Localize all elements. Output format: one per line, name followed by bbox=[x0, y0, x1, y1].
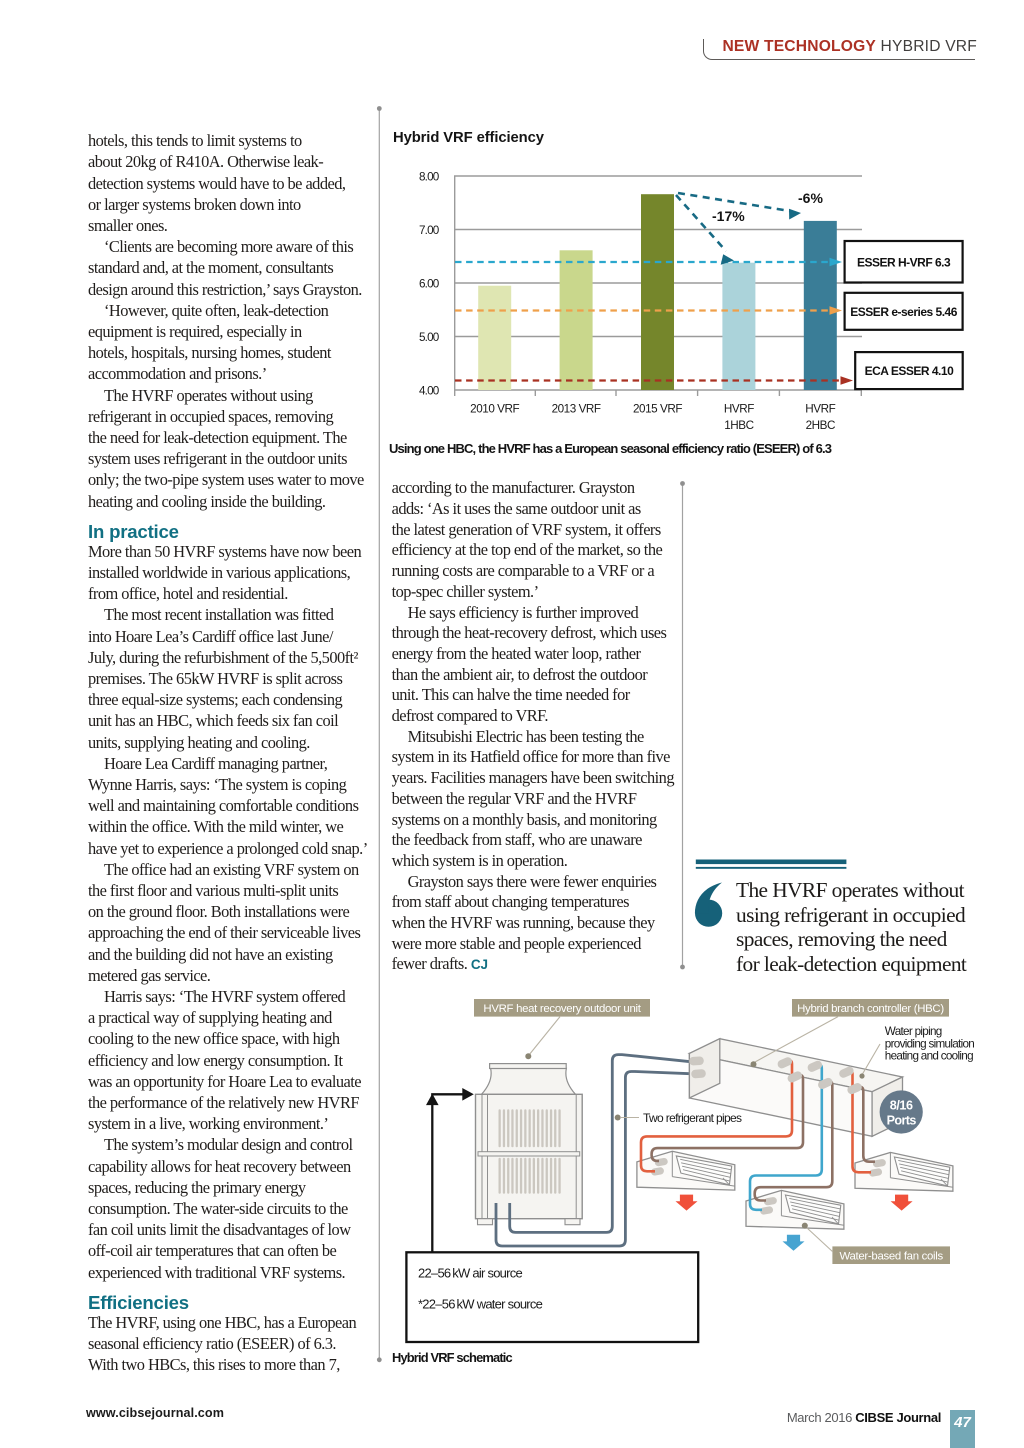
svg-text:heating and cooling: heating and cooling bbox=[885, 1050, 973, 1063]
svg-text:-6%: -6% bbox=[798, 190, 823, 206]
svg-text:ECA ESSER 4.10: ECA ESSER 4.10 bbox=[865, 364, 954, 378]
svg-text:2015 VRF: 2015 VRF bbox=[633, 403, 682, 416]
svg-text:5.00: 5.00 bbox=[419, 331, 440, 344]
svg-text:2HBC: 2HBC bbox=[806, 419, 835, 432]
svg-text:8/16: 8/16 bbox=[890, 1099, 913, 1113]
svg-text:22–56 kW air source: 22–56 kW air source bbox=[418, 1266, 522, 1281]
svg-text:2010 VRF: 2010 VRF bbox=[470, 403, 519, 416]
svg-text:Water-based fan coils: Water-based fan coils bbox=[839, 1250, 943, 1262]
svg-text:Ports: Ports bbox=[887, 1114, 917, 1128]
svg-text:Water piping: Water piping bbox=[885, 1025, 942, 1038]
svg-text:4.00: 4.00 bbox=[419, 384, 440, 397]
svg-text:*22–56 kW water source: *22–56 kW water source bbox=[418, 1297, 543, 1312]
svg-text:2013 VRF: 2013 VRF bbox=[552, 403, 601, 416]
svg-text:-17%: -17% bbox=[712, 208, 745, 224]
svg-text:6.00: 6.00 bbox=[419, 277, 440, 290]
svg-text:7.00: 7.00 bbox=[419, 224, 440, 237]
svg-text:1HBC: 1HBC bbox=[724, 419, 753, 432]
svg-text:providing simulation: providing simulation bbox=[885, 1037, 974, 1050]
svg-text:HVRF: HVRF bbox=[724, 403, 754, 416]
svg-text:ESSER H-VRF 6.3: ESSER H-VRF 6.3 bbox=[857, 255, 951, 269]
svg-text:8.00: 8.00 bbox=[419, 170, 440, 183]
svg-text:Two refrigerant pipes: Two refrigerant pipes bbox=[643, 1111, 742, 1125]
svg-text:ESSER e-series 5.46: ESSER e-series 5.46 bbox=[850, 305, 957, 319]
svg-text:HVRF heat recovery outdoor uni: HVRF heat recovery outdoor unit bbox=[483, 1003, 641, 1015]
svg-text:Hybrid branch controller (HBC): Hybrid branch controller (HBC) bbox=[797, 1003, 944, 1015]
svg-text:HVRF: HVRF bbox=[805, 403, 835, 416]
